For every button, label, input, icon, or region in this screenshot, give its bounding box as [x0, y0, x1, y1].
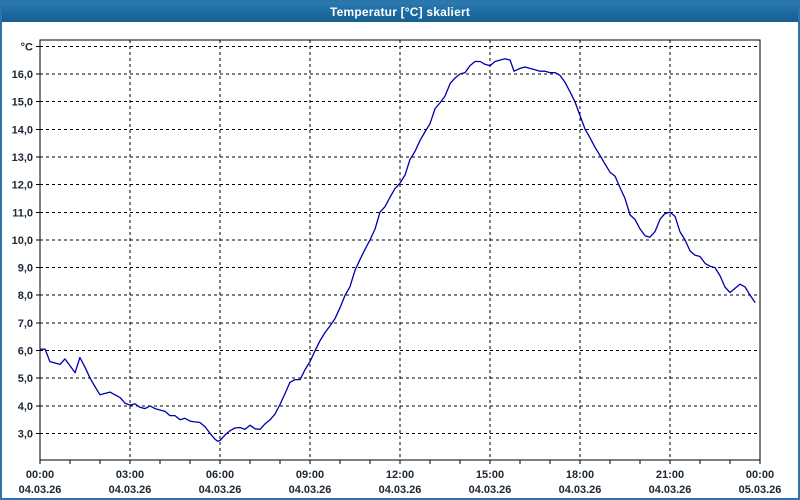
y-axis-labels: °C 16,0 15,0 14,0 13,0 12,0 11,0 10,0 9,0 8,0 7,0 6… [12, 41, 33, 440]
x-tick-time-label: 03:00 [116, 469, 144, 481]
x-tick-date-label: 04.03.26 [469, 484, 512, 496]
gridlines [40, 40, 760, 460]
x-tick-time-label: 21:00 [656, 469, 684, 481]
y-tick-label: 8,0 [18, 290, 33, 302]
y-tick-label: 3,0 [18, 429, 33, 441]
temperature-chart: °C 16,0 15,0 14,0 13,0 12,0 11,0 10,0 9,0 8,0 7,0 6… [12, 39, 782, 496]
y-tick-label: 7,0 [18, 318, 33, 330]
y-tick-label: 12,0 [12, 180, 33, 192]
x-tick-time-label: 00:00 [746, 469, 774, 481]
x-tick-date-label: 04.03.26 [199, 484, 242, 496]
y-tick-label: 6,0 [18, 346, 33, 358]
y-tick-label: 14,0 [12, 124, 33, 136]
x-tick-time-label: 09:00 [296, 469, 324, 481]
x-tick-time-label: 15:00 [476, 469, 504, 481]
x-tick-time-label: 18:00 [566, 469, 594, 481]
x-tick-date-label: 05.03.26 [739, 484, 782, 496]
y-tick-label: 4,0 [18, 401, 33, 413]
title-bar[interactable]: Temperatur [°C] skaliert [2, 2, 798, 22]
y-tick-label: 16,0 [12, 69, 33, 81]
x-tick-date-label: 04.03.26 [649, 484, 692, 496]
window-title: Temperatur [°C] skaliert [329, 5, 471, 19]
y-axis-unit-label: °C [21, 41, 33, 53]
x-tick-time-label: 00:00 [26, 469, 54, 481]
x-axis-labels: 00:00 04.03.26 03:00 04.03.26 06:00 04.03.26 0… [19, 469, 782, 496]
x-tick-date-label: 04.03.26 [289, 484, 332, 496]
y-tick-label: 15,0 [12, 97, 33, 109]
x-tick-time-label: 06:00 [206, 469, 234, 481]
y-tick-label: 9,0 [18, 263, 33, 275]
axis-ticks [36, 45, 761, 464]
x-tick-date-label: 04.03.26 [109, 484, 152, 496]
x-tick-time-label: 12:00 [386, 469, 414, 481]
y-tick-label: 11,0 [12, 207, 33, 219]
temperature-line [39, 58, 756, 442]
x-tick-date-label: 04.03.26 [559, 484, 602, 496]
x-tick-date-label: 04.03.26 [379, 484, 422, 496]
x-tick-date-label: 04.03.26 [19, 484, 62, 496]
y-tick-label: 5,0 [18, 373, 33, 385]
y-tick-label: 10,0 [12, 235, 33, 247]
y-tick-label: 13,0 [12, 152, 33, 164]
